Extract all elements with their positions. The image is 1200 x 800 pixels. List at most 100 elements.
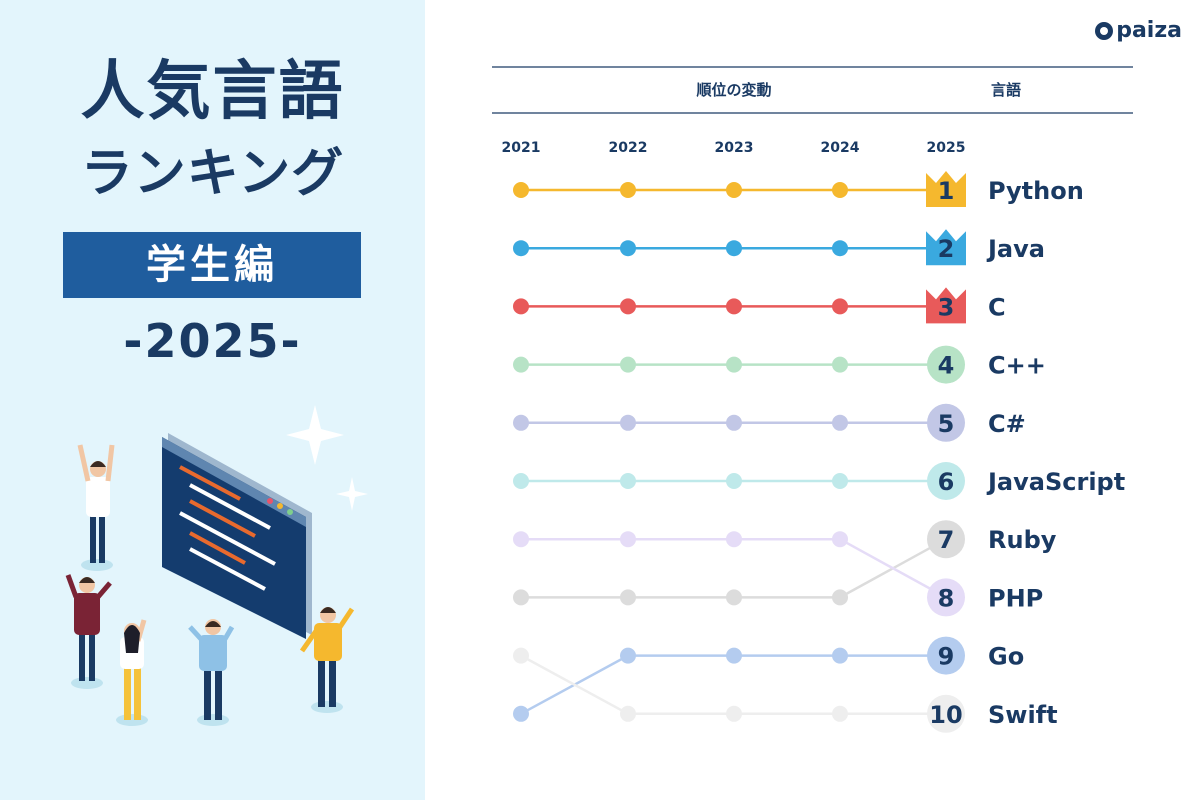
data-point [832, 531, 848, 548]
data-point [726, 414, 742, 431]
rank-number: 4 [938, 352, 955, 380]
language-label: Ruby [988, 526, 1057, 554]
data-point [832, 182, 848, 198]
language-label: Go [988, 643, 1024, 671]
language-label: C [988, 293, 1006, 321]
data-point [513, 414, 529, 431]
year-tick-label: 2024 [821, 140, 860, 156]
data-point [726, 531, 742, 548]
person-icon [116, 619, 148, 726]
year-axis: 2021 2022 2023 2024 2025 [502, 140, 966, 156]
rank-number: 7 [938, 526, 955, 554]
rank-change-header: 順位の変動 [695, 81, 771, 99]
data-point [513, 589, 529, 606]
year-tick-label: 2023 [715, 140, 754, 156]
data-point [513, 531, 529, 548]
rank-badge [927, 636, 965, 675]
paiza-logo-icon [1095, 21, 1114, 40]
rank-number: 3 [938, 293, 955, 321]
year-tick-label: 2022 [609, 140, 648, 156]
year-tick-label: 2025 [927, 140, 966, 156]
data-point [726, 356, 742, 373]
person-icon [77, 444, 115, 571]
language-label: C++ [988, 352, 1046, 380]
year-label: -2025- [123, 314, 302, 368]
data-point [513, 356, 529, 373]
person-icon [65, 574, 112, 689]
data-point [726, 705, 742, 722]
data-point [513, 473, 529, 489]
data-point [832, 240, 848, 257]
language-label: Swift [988, 701, 1058, 729]
data-point [620, 647, 636, 664]
poster-title: 人気言語 [80, 55, 345, 129]
crown-icon [926, 171, 966, 207]
data-point [726, 473, 742, 489]
data-point [832, 356, 848, 373]
rank-number: 9 [938, 643, 955, 671]
language-label: Python [988, 177, 1084, 205]
poster-panel: 人気言語 ランキング 学生編 -2025- [0, 0, 425, 800]
data-point [726, 240, 742, 257]
series-line [521, 538, 947, 599]
data-point [513, 240, 529, 257]
rank-number: 6 [938, 468, 955, 496]
data-point [513, 705, 529, 722]
brand-name: paiza [1116, 18, 1182, 43]
rank-number: 5 [938, 410, 955, 438]
series-line [521, 537, 947, 599]
rank-number: 8 [938, 584, 955, 612]
poster-subtitle: ランキング [80, 144, 345, 204]
data-point [620, 298, 636, 315]
crown-icon [926, 287, 966, 324]
data-point [620, 414, 636, 431]
sparkle-icon [286, 405, 344, 465]
data-point [726, 647, 742, 664]
rank-badge [927, 462, 965, 500]
rank-number: 1 [938, 177, 955, 205]
series-layer [513, 182, 947, 722]
language-label: PHP [988, 584, 1043, 612]
rank-number: 10 [929, 701, 962, 729]
rank-badge [927, 694, 965, 733]
rank-badge [927, 520, 965, 559]
data-point [620, 356, 636, 373]
monitor-icon [162, 433, 312, 639]
badge-layer: 1 Python 2 Java 3 C 4 C++ 5 C# 6 JavaScript 7 Ruby 8 PH… [926, 171, 1125, 733]
crown-icon [926, 229, 966, 266]
language-label: C# [988, 410, 1026, 438]
data-point [832, 298, 848, 315]
rank-badge [927, 403, 965, 442]
data-point [726, 182, 742, 198]
data-point [832, 414, 848, 431]
person-icon [299, 607, 355, 713]
edition-banner: 学生編 [63, 232, 361, 298]
data-point [513, 182, 529, 198]
illustration [65, 405, 368, 726]
data-point [513, 298, 529, 315]
language-label: JavaScript [986, 468, 1125, 496]
data-point [832, 705, 848, 722]
rank-number: 2 [938, 235, 955, 263]
data-point [620, 589, 636, 606]
data-point [832, 589, 848, 606]
data-point [832, 473, 848, 489]
data-point [726, 589, 742, 606]
series-line [520, 654, 946, 716]
sparkle-icon [336, 477, 368, 511]
data-point [620, 531, 636, 548]
data-point [832, 647, 848, 664]
data-point [513, 647, 529, 664]
year-tick-label: 2021 [502, 140, 541, 156]
data-point [620, 182, 636, 198]
data-point [620, 473, 636, 489]
language-header: 言語 [991, 81, 1021, 99]
language-label: Java [986, 235, 1045, 263]
data-point [620, 705, 636, 722]
rank-badge [927, 345, 965, 384]
brand-logo[interactable]: paiza [1095, 18, 1182, 43]
person-icon [188, 619, 235, 726]
rank-badge [927, 578, 965, 617]
data-point [620, 240, 636, 257]
